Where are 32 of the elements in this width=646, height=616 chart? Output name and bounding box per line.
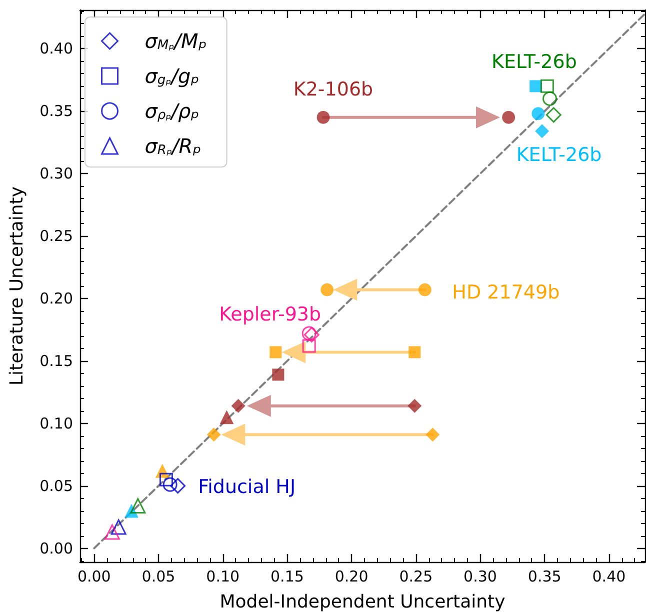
y-tick-label: 0.10 [40, 414, 73, 432]
x-tick-label: 0.20 [334, 568, 368, 586]
annotation: K2-106b [293, 78, 374, 100]
y-tick-label: 0.30 [40, 164, 73, 183]
annotation: HD 21749b [452, 282, 560, 304]
point [270, 346, 282, 358]
annotation: KELT-26b [491, 51, 577, 74]
legend-label: σMₚ/Mₚ [144, 29, 207, 53]
y-tick-label: 0.20 [40, 289, 73, 308]
y-tick-label: 0.05 [40, 476, 73, 495]
y-axis-title: Literature Uncertainty [6, 186, 28, 386]
y-tick-label: 0.40 [40, 40, 73, 58]
x-tick-label: 0.25 [399, 568, 433, 586]
legend-label: σRₚ/Rₚ [144, 134, 202, 158]
x-tick-label: 0.40 [592, 568, 626, 586]
x-axis-title: Model-Independent Uncertainty [220, 592, 506, 612]
legend-label: σgₚ/gₚ [144, 64, 200, 88]
annotation: Kepler-93b [219, 303, 322, 326]
annotation: Fiducial HJ [198, 476, 296, 498]
x-tick-label: 0.30 [464, 568, 497, 586]
x-tick-label: 0.10 [206, 568, 240, 586]
x-tick-label: 0.05 [142, 568, 176, 586]
y-tick-label: 0.35 [40, 102, 73, 120]
x-tick-label: 0.35 [528, 568, 562, 586]
legend-label: σρₚ/ρₚ [144, 99, 200, 123]
x-tick-label: 0.00 [77, 568, 111, 586]
annotation: KELT-26b [516, 144, 602, 166]
y-tick-label: 0.00 [40, 539, 73, 558]
x-tick-label: 0.15 [270, 568, 304, 586]
point [408, 346, 421, 358]
y-tick-label: 0.25 [40, 227, 73, 246]
y-tick-label: 0.15 [40, 352, 73, 370]
